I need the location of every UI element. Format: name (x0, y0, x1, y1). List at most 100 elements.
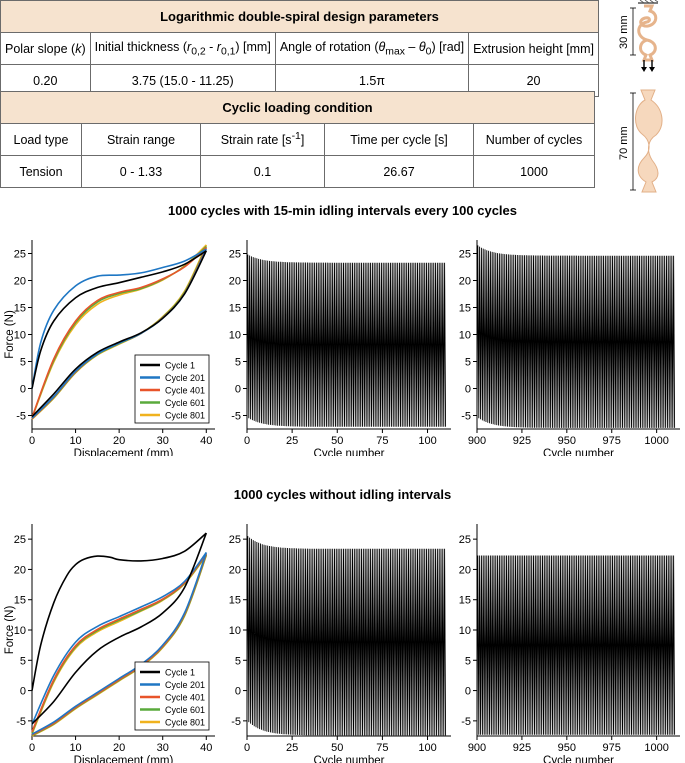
y-tick-label: 20 (459, 564, 471, 576)
y-tick-label: 20 (459, 276, 471, 288)
y-tick-label: 10 (229, 625, 241, 637)
y-tick-label: 15 (229, 595, 241, 607)
loop-unload-cycle-1 (31, 532, 208, 725)
x-tick-label: 900 (468, 435, 486, 447)
header-angle-rotation: Angle of rotation (θmax – θ0) [rad] (274, 32, 470, 65)
header-number-of-cycles: Number of cycles (473, 123, 595, 156)
loop-load-cycle-201 (31, 552, 207, 725)
y-axis-label: Force (N) (4, 606, 16, 655)
y-tick-label: -5 (16, 411, 26, 423)
x-tick-label: 975 (603, 742, 621, 754)
value-strain-range: 0 - 1.33 (81, 155, 201, 188)
x-tick-label: 75 (376, 742, 388, 754)
x-tick-label: 20 (113, 742, 125, 754)
y-tick-label: 0 (20, 384, 26, 396)
x-tick-label: 0 (29, 742, 35, 754)
x-tick-label: 50 (331, 435, 343, 447)
x-tick-label: 0 (244, 742, 250, 754)
specimen-label-70mm: 70 mm (618, 126, 630, 160)
legend-label: Cycle 401 (165, 386, 205, 396)
x-tick-label: 40 (200, 742, 212, 754)
x-axis-label: Cycle number (543, 448, 614, 456)
x-tick-label: 10 (69, 435, 81, 447)
x-tick-label: 50 (331, 742, 343, 754)
x-axis-label: Displacement (mm) (74, 448, 174, 456)
x-tick-label: 925 (513, 435, 531, 447)
chart-s2-last-cycles: -5 0 5 10 15 20 25 900 925 950 975 1000 Cycle number (459, 524, 680, 763)
x-axis-label: Displacement (mm) (74, 755, 174, 763)
value-load-type: Tension (0, 155, 82, 188)
legend-label: Cycle 601 (165, 705, 205, 715)
y-tick-label: 15 (459, 303, 471, 315)
x-tick-label: 950 (558, 435, 576, 447)
y-tick-label: 5 (20, 357, 26, 369)
y-tick-label: 5 (465, 655, 471, 667)
cycle-force-trace (246, 536, 447, 736)
y-tick-label: 20 (229, 564, 241, 576)
y-tick-label: 25 (459, 534, 471, 546)
legend-label: Cycle 1 (165, 668, 195, 678)
x-tick-label: 40 (200, 435, 212, 447)
y-tick-label: 5 (235, 655, 241, 667)
x-tick-label: 975 (603, 435, 621, 447)
legend-label: Cycle 801 (165, 411, 205, 421)
y-tick-label: 10 (459, 330, 471, 342)
y-tick-label: 20 (14, 564, 26, 576)
y-tick-label: -5 (461, 716, 471, 728)
loop-unload-cycle-201 (31, 552, 208, 735)
y-tick-label: 15 (14, 595, 26, 607)
header-strain-range: Strain range (81, 123, 201, 156)
x-tick-label: 1000 (644, 435, 668, 447)
x-axis-label: Cycle number (543, 755, 614, 763)
loop-unload-cycle-1 (31, 250, 208, 418)
header-strain-rate: Strain rate [s-1] (200, 123, 325, 156)
x-tick-label: 100 (418, 435, 436, 447)
y-tick-label: 20 (14, 276, 26, 288)
header-time-per-cycle: Time per cycle [s] (324, 123, 474, 156)
x-tick-label: 10 (69, 742, 81, 754)
chart-s2-loops: -5 0 5 10 15 20 25 0 10 20 30 40 Displacement (mm) Fo… (4, 524, 215, 763)
y-tick-label: 10 (14, 330, 26, 342)
section2-title: 1000 cycles without idling intervals (233, 487, 452, 502)
header-extrusion-height: Extrusion height [mm] (468, 32, 599, 65)
y-axis-label: Force (N) (4, 310, 16, 359)
legend-label: Cycle 201 (165, 680, 205, 690)
x-tick-label: 950 (558, 742, 576, 754)
specimen-schematic: 30 mm 70 mm (618, 0, 663, 193)
loop-load-cycle-401 (31, 247, 207, 418)
x-tick-label: 75 (376, 435, 388, 447)
y-tick-label: 25 (14, 534, 26, 546)
x-tick-label: 0 (244, 435, 250, 447)
y-tick-label: -5 (231, 411, 241, 423)
x-tick-label: 30 (157, 742, 169, 754)
y-tick-label: 0 (235, 686, 241, 698)
y-tick-label: 10 (14, 625, 26, 637)
value-strain-rate: 0.1 (200, 155, 325, 188)
header-load-type: Load type (0, 123, 82, 156)
y-tick-label: 0 (465, 686, 471, 698)
y-tick-label: -5 (16, 716, 26, 728)
header-polar-slope: Polar slope (k) (0, 32, 91, 65)
header-initial-thickness: Initial thickness (r0,2 - r0,1) [mm] (89, 32, 276, 65)
x-tick-label: 30 (157, 435, 169, 447)
section1-title: 1000 cycles with 15-min idling intervals… (167, 203, 518, 218)
cycle-force-trace (246, 254, 447, 427)
y-tick-label: 15 (229, 303, 241, 315)
value-time-per-cycle: 26.67 (324, 155, 474, 188)
chart-s1-last-cycles: -5 0 5 10 15 20 25 900 925 950 975 1000 Cycle number (459, 240, 680, 456)
loop-load-cycle-201 (31, 248, 207, 389)
legend-label: Cycle 601 (165, 398, 205, 408)
x-tick-label: 20 (113, 435, 125, 447)
y-tick-label: 15 (459, 595, 471, 607)
loop-load-cycle-401 (31, 553, 207, 733)
legend-label: Cycle 401 (165, 693, 205, 703)
legend-label: Cycle 1 (165, 361, 195, 371)
y-tick-label: 20 (229, 276, 241, 288)
x-axis-label: Cycle number (314, 755, 385, 763)
cycle-force-trace (476, 555, 676, 735)
design-parameters-title: Logarithmic double-spiral design paramet… (0, 0, 599, 33)
y-tick-label: 25 (14, 249, 26, 261)
y-tick-label: 10 (459, 625, 471, 637)
loading-condition-table: Cyclic loading condition Load type Strai… (0, 91, 595, 188)
